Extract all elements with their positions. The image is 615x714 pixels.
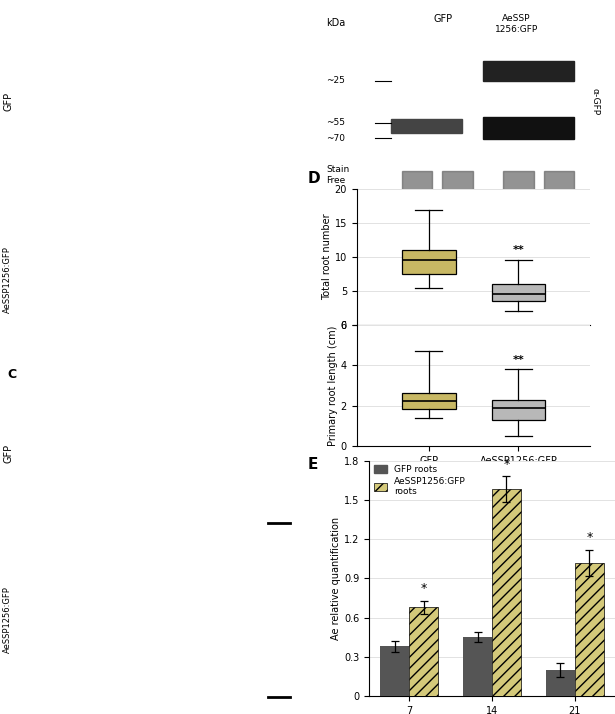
PathPatch shape xyxy=(491,400,546,420)
Y-axis label: Primary root length (cm): Primary root length (cm) xyxy=(328,326,338,446)
Text: AeSSP1256:GFP: AeSSP1256:GFP xyxy=(3,246,12,313)
Text: AeSSP1256:GFP: AeSSP1256:GFP xyxy=(3,586,12,653)
Bar xyxy=(409,607,438,696)
Bar xyxy=(483,61,574,81)
Bar xyxy=(442,171,472,200)
Text: *: * xyxy=(586,531,592,544)
Text: GFP: GFP xyxy=(3,444,13,463)
PathPatch shape xyxy=(491,284,546,301)
PathPatch shape xyxy=(402,251,456,274)
Text: C: C xyxy=(7,368,17,381)
Text: Stain
Free: Stain Free xyxy=(326,165,349,185)
Bar xyxy=(483,116,574,139)
Bar xyxy=(402,171,432,200)
Legend: GFP roots, AeSSP1256:GFP
roots: GFP roots, AeSSP1256:GFP roots xyxy=(373,465,466,496)
Text: α-GFP: α-GFP xyxy=(590,89,600,115)
Text: E: E xyxy=(308,457,318,472)
Text: ~25: ~25 xyxy=(326,76,345,85)
Text: D: D xyxy=(308,171,320,186)
Text: GFP: GFP xyxy=(433,14,453,24)
Bar xyxy=(492,489,521,696)
Text: *: * xyxy=(503,458,510,471)
Text: ~55: ~55 xyxy=(326,119,345,128)
Text: *: * xyxy=(421,583,427,595)
Text: GFP: GFP xyxy=(3,92,13,111)
Bar xyxy=(463,637,492,696)
Text: **: ** xyxy=(513,355,525,365)
Bar xyxy=(503,171,534,200)
Y-axis label: Ae relative quantification: Ae relative quantification xyxy=(331,517,341,640)
Text: AeSSP
1256:GFP: AeSSP 1256:GFP xyxy=(495,14,538,34)
Text: ~70: ~70 xyxy=(326,134,345,143)
Bar xyxy=(544,171,574,200)
Bar xyxy=(546,670,575,696)
Bar xyxy=(391,119,462,134)
Bar xyxy=(380,646,409,696)
Text: kDa: kDa xyxy=(326,18,345,28)
Text: **: ** xyxy=(513,245,525,255)
Y-axis label: Total root number: Total root number xyxy=(322,213,332,301)
PathPatch shape xyxy=(402,393,456,409)
Bar xyxy=(575,563,604,696)
